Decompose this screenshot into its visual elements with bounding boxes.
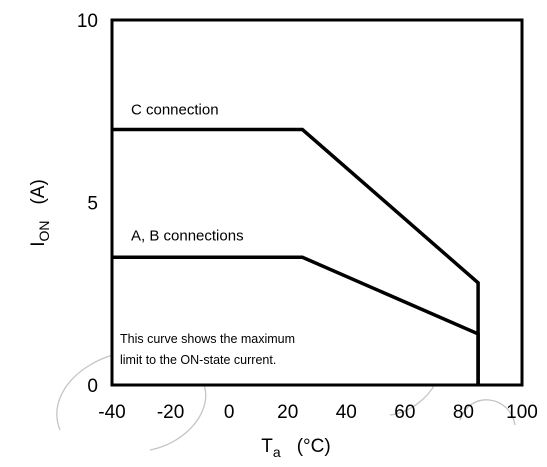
- series-labels: C connection A, B connections: [128, 100, 262, 246]
- x-tick-label: 20: [277, 402, 298, 423]
- series-lines: [112, 127, 480, 385]
- x-axis-title-sub: a: [273, 444, 281, 460]
- y-axis-title: ION (A): [28, 179, 52, 247]
- series-label-bg-0: [128, 100, 236, 120]
- y-axis-title-unit: (A): [28, 179, 49, 204]
- x-tick-label: 60: [394, 402, 415, 423]
- series-line-1: [112, 255, 480, 385]
- x-tick-labels: -40 -20 0 20 40 60 80 100: [98, 402, 538, 423]
- frame-border: [110, 18, 524, 387]
- x-tick-label: 0: [224, 402, 235, 423]
- note-line-1: limit to the ON-state current.: [120, 353, 276, 367]
- x-tick-label: 80: [453, 402, 474, 423]
- x-axis-title: Ta (°C): [261, 436, 330, 460]
- y-axis-title-main: I: [28, 242, 49, 247]
- plot-area: C connection A, B connections This curve …: [110, 18, 524, 387]
- y-tick-label: 10: [77, 11, 98, 32]
- y-axis-title-sub: ON: [36, 221, 52, 242]
- x-tick-label: -20: [157, 402, 184, 423]
- x-tick-label: 100: [506, 402, 538, 423]
- y-tick-label: 5: [87, 194, 98, 215]
- y-tick-labels: 0 5 10: [77, 11, 98, 397]
- x-tick-label: -40: [98, 402, 125, 423]
- x-tick-label: 40: [336, 402, 357, 423]
- x-axis-title-main: T: [261, 436, 273, 457]
- note-line-0: This curve shows the maximum: [120, 332, 295, 346]
- watermark-stroke-7: [459, 399, 516, 426]
- note-box: This curve shows the maximum limit to the…: [114, 322, 346, 382]
- series-label-0: C connection: [131, 102, 219, 119]
- series-label-1: A, B connections: [131, 227, 244, 244]
- note-background: [114, 322, 346, 382]
- x-axis-title-unit: (°C): [297, 436, 331, 457]
- y-tick-label: 0: [87, 376, 98, 397]
- series-label-bg-1: [128, 226, 262, 246]
